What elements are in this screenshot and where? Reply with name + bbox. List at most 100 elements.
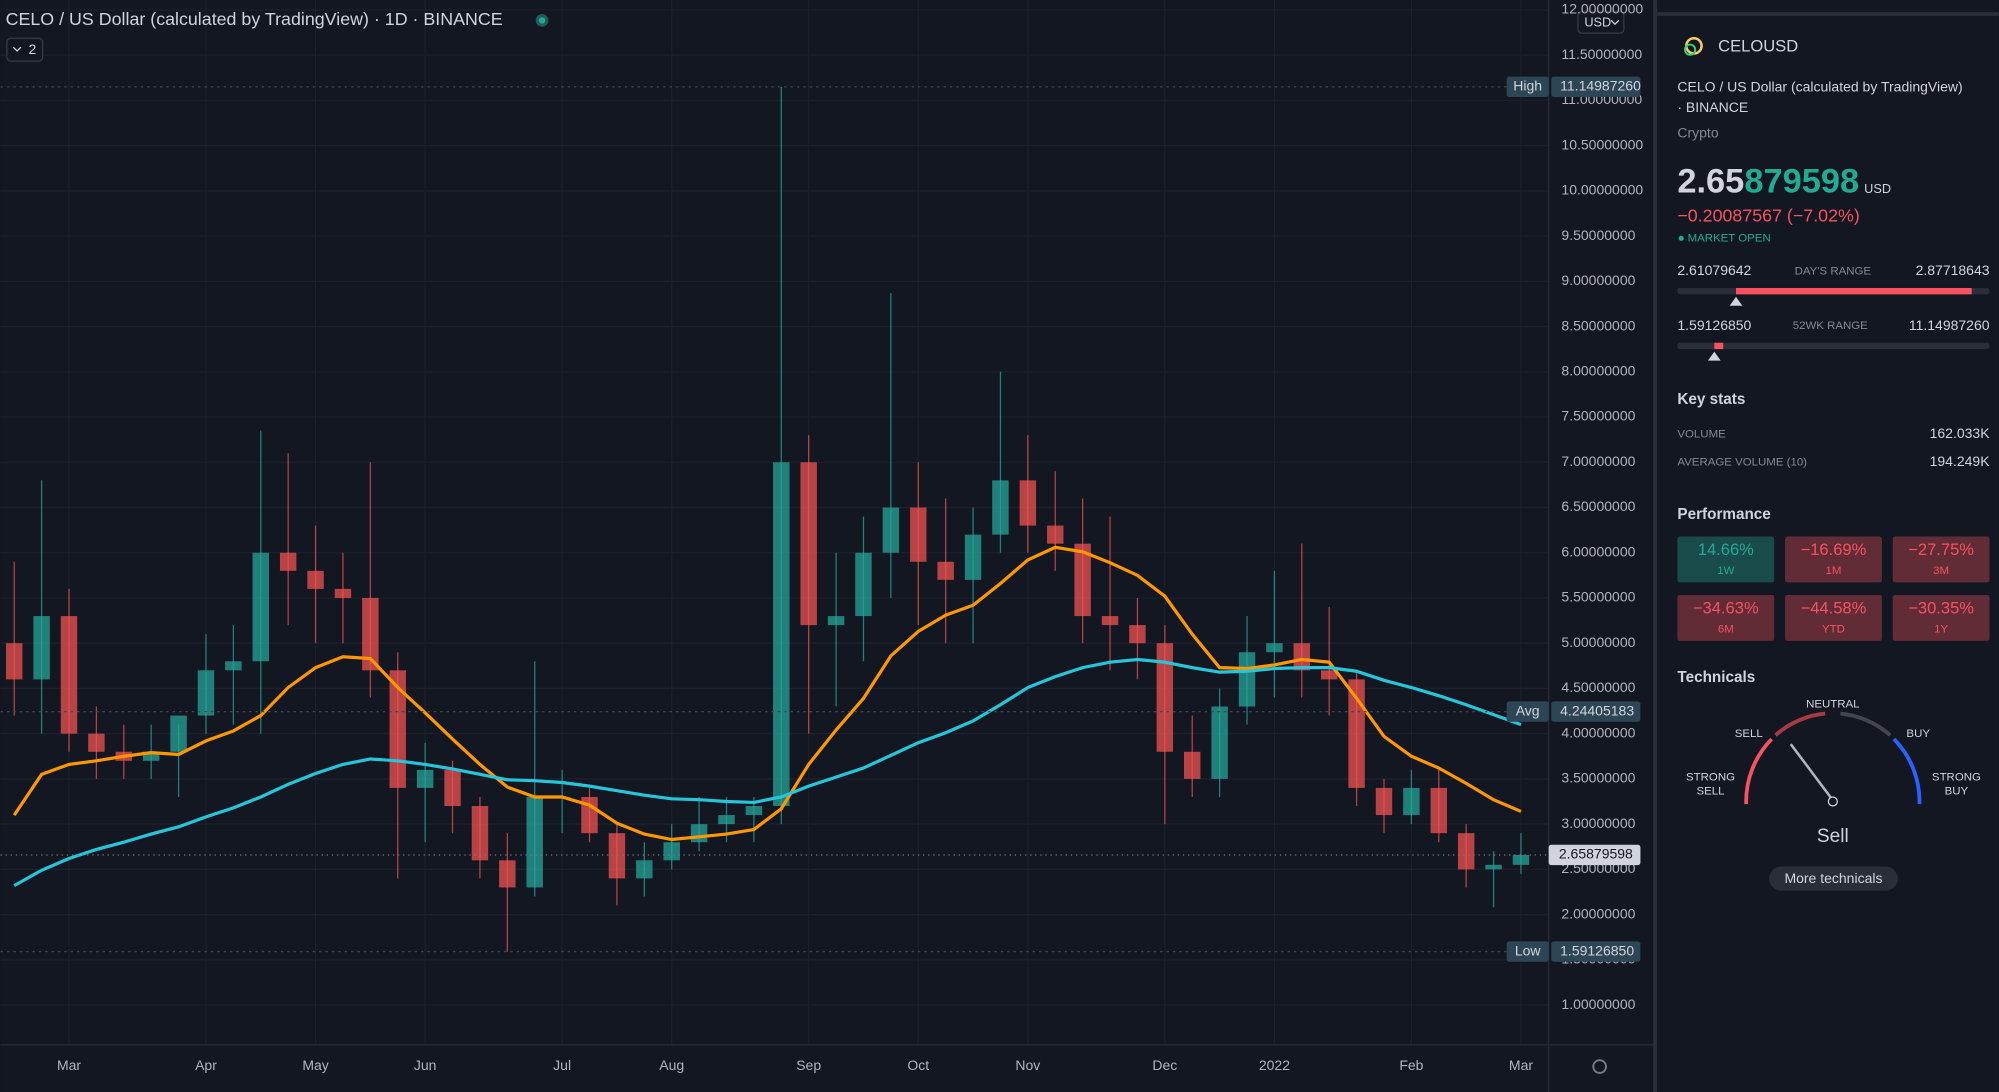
- candle-body: [1019, 480, 1037, 526]
- gauge-arc: [1774, 711, 1826, 737]
- candle-body: [910, 507, 927, 562]
- moving-average: [12, 545, 1522, 842]
- section-title: Technicals: [1677, 669, 1755, 686]
- candle-body: [60, 616, 78, 734]
- performance-value: 14.66%: [1698, 540, 1754, 559]
- range-high: 11.14987260: [1909, 317, 1990, 333]
- y-tick-label: 4.50000000: [1561, 679, 1635, 695]
- section-title: Performance: [1677, 506, 1770, 523]
- gauge-arc: [1744, 737, 1774, 805]
- performance-tile: [1892, 595, 1990, 641]
- candle-body: [279, 552, 297, 571]
- candle-body: [1320, 670, 1338, 680]
- y-tick-label: 11.50000000: [1561, 46, 1642, 62]
- candle-body: [800, 462, 817, 626]
- performance-period: 1M: [1826, 565, 1842, 577]
- candle-body: [608, 833, 626, 879]
- gauge-label: STRONG: [1932, 771, 1981, 783]
- performance-value: −16.69%: [1801, 540, 1867, 559]
- marker-name: Low: [1515, 942, 1542, 958]
- marker-tag: [1506, 701, 1549, 722]
- y-tick-label: 7.00000000: [1561, 453, 1635, 469]
- candle-body: [1238, 652, 1256, 707]
- more-technicals-button[interactable]: [1769, 866, 1898, 891]
- candle-body: [334, 588, 352, 598]
- marker-value: 4.24405183: [1560, 702, 1634, 718]
- candle-body: [992, 480, 1009, 535]
- stat-value: 194.249K: [1930, 453, 1991, 469]
- range-low: 1.59126850: [1677, 317, 1751, 333]
- gauge-label: STRONG: [1686, 771, 1735, 783]
- gauge-pivot: [1827, 796, 1838, 807]
- section-title: Key stats: [1677, 391, 1745, 408]
- candle-body: [718, 815, 735, 825]
- y-tick-label: 8.00000000: [1561, 363, 1635, 379]
- candle-body: [1512, 854, 1530, 865]
- range-fill: [1735, 287, 1972, 295]
- y-tick-label: 5.00000000: [1561, 634, 1635, 650]
- last-price: 2.65879598: [1559, 846, 1633, 862]
- range-pointer: [1707, 351, 1721, 361]
- gauge-arc: [1840, 711, 1892, 737]
- candle-body: [1375, 787, 1393, 816]
- performance-tile: [1677, 536, 1775, 583]
- y-tick-label: 6.50000000: [1561, 498, 1635, 514]
- performance: 14.66% 1W −16.69% 1M −27.75% 3M −34.63% 6M −44.5…: [1677, 536, 1990, 641]
- y-tick-label: 3.50000000: [1561, 770, 1635, 786]
- plot: [0, 0, 1549, 1045]
- candle-body: [1156, 643, 1174, 752]
- performance-period: 3M: [1933, 565, 1949, 577]
- gauge-label: SELL: [1696, 785, 1724, 797]
- candle-body: [1074, 543, 1091, 617]
- legend-title: CELO / US Dollar (calculated by TradingV…: [6, 9, 503, 29]
- candle-body: [636, 860, 653, 879]
- currency: USD: [1584, 14, 1611, 29]
- y-tick-label: 10.00000000: [1561, 182, 1643, 198]
- currency-dropdown[interactable]: [1577, 10, 1625, 34]
- price-change: −0.20087567 (−7.02%): [1677, 205, 1859, 225]
- sidebar: [1654, 0, 1999, 1092]
- gauge-label: BUY: [1945, 785, 1969, 797]
- marker-value-tag: [1551, 941, 1641, 962]
- y-tick-label: 9.00000000: [1561, 272, 1635, 288]
- range-high: 2.87718643: [1916, 262, 1990, 278]
- y-tick-label: 2.00000000: [1561, 905, 1635, 921]
- candle-body: [1129, 625, 1146, 644]
- candle-body: [389, 670, 406, 788]
- candle-body: [1430, 787, 1448, 834]
- candle-body: [1047, 525, 1064, 544]
- x-tick-label: Jun: [414, 1057, 437, 1073]
- stat-label: AVERAGE VOLUME (10): [1677, 457, 1807, 469]
- x-tick-label: Oct: [907, 1057, 929, 1073]
- indicator-toggle[interactable]: [6, 37, 44, 62]
- x-tick-label: Feb: [1399, 1057, 1423, 1073]
- performance-period: 1W: [1717, 565, 1734, 577]
- x-tick-label: 2022: [1259, 1057, 1290, 1073]
- x-tick-label: Nov: [1015, 1057, 1040, 1073]
- candle-body: [499, 860, 516, 888]
- candle-body: [1293, 643, 1311, 671]
- last-price-tag: [1548, 844, 1641, 866]
- x-tick-label: Apr: [195, 1057, 217, 1073]
- description: CELO / US Dollar (calculated by TradingV…: [1677, 79, 1962, 95]
- candle-body: [882, 507, 900, 553]
- y-tick-label: 3.00000000: [1561, 815, 1635, 831]
- marker-value-tag: [1551, 701, 1641, 722]
- candle-body: [225, 661, 242, 671]
- stat-label: VOLUME: [1677, 429, 1726, 441]
- candle-body: [197, 670, 215, 716]
- candle-body: [526, 796, 543, 888]
- button-label: More technicals: [1784, 870, 1882, 886]
- candle-body: [1266, 643, 1283, 653]
- candle-body: [827, 616, 845, 626]
- range-fill: [1714, 342, 1724, 350]
- x-tick-label: Aug: [659, 1057, 684, 1073]
- range-label: DAY'S RANGE: [1795, 265, 1872, 277]
- y-tick-label: 8.50000000: [1561, 317, 1635, 333]
- candle-body: [142, 751, 160, 761]
- y-tick-label: 12.00000000: [1561, 1, 1643, 17]
- settings-icon[interactable]: [1592, 1059, 1607, 1074]
- range-label: 52WK RANGE: [1793, 320, 1868, 332]
- performance-tile: [1892, 536, 1990, 583]
- logo: [1684, 43, 1697, 56]
